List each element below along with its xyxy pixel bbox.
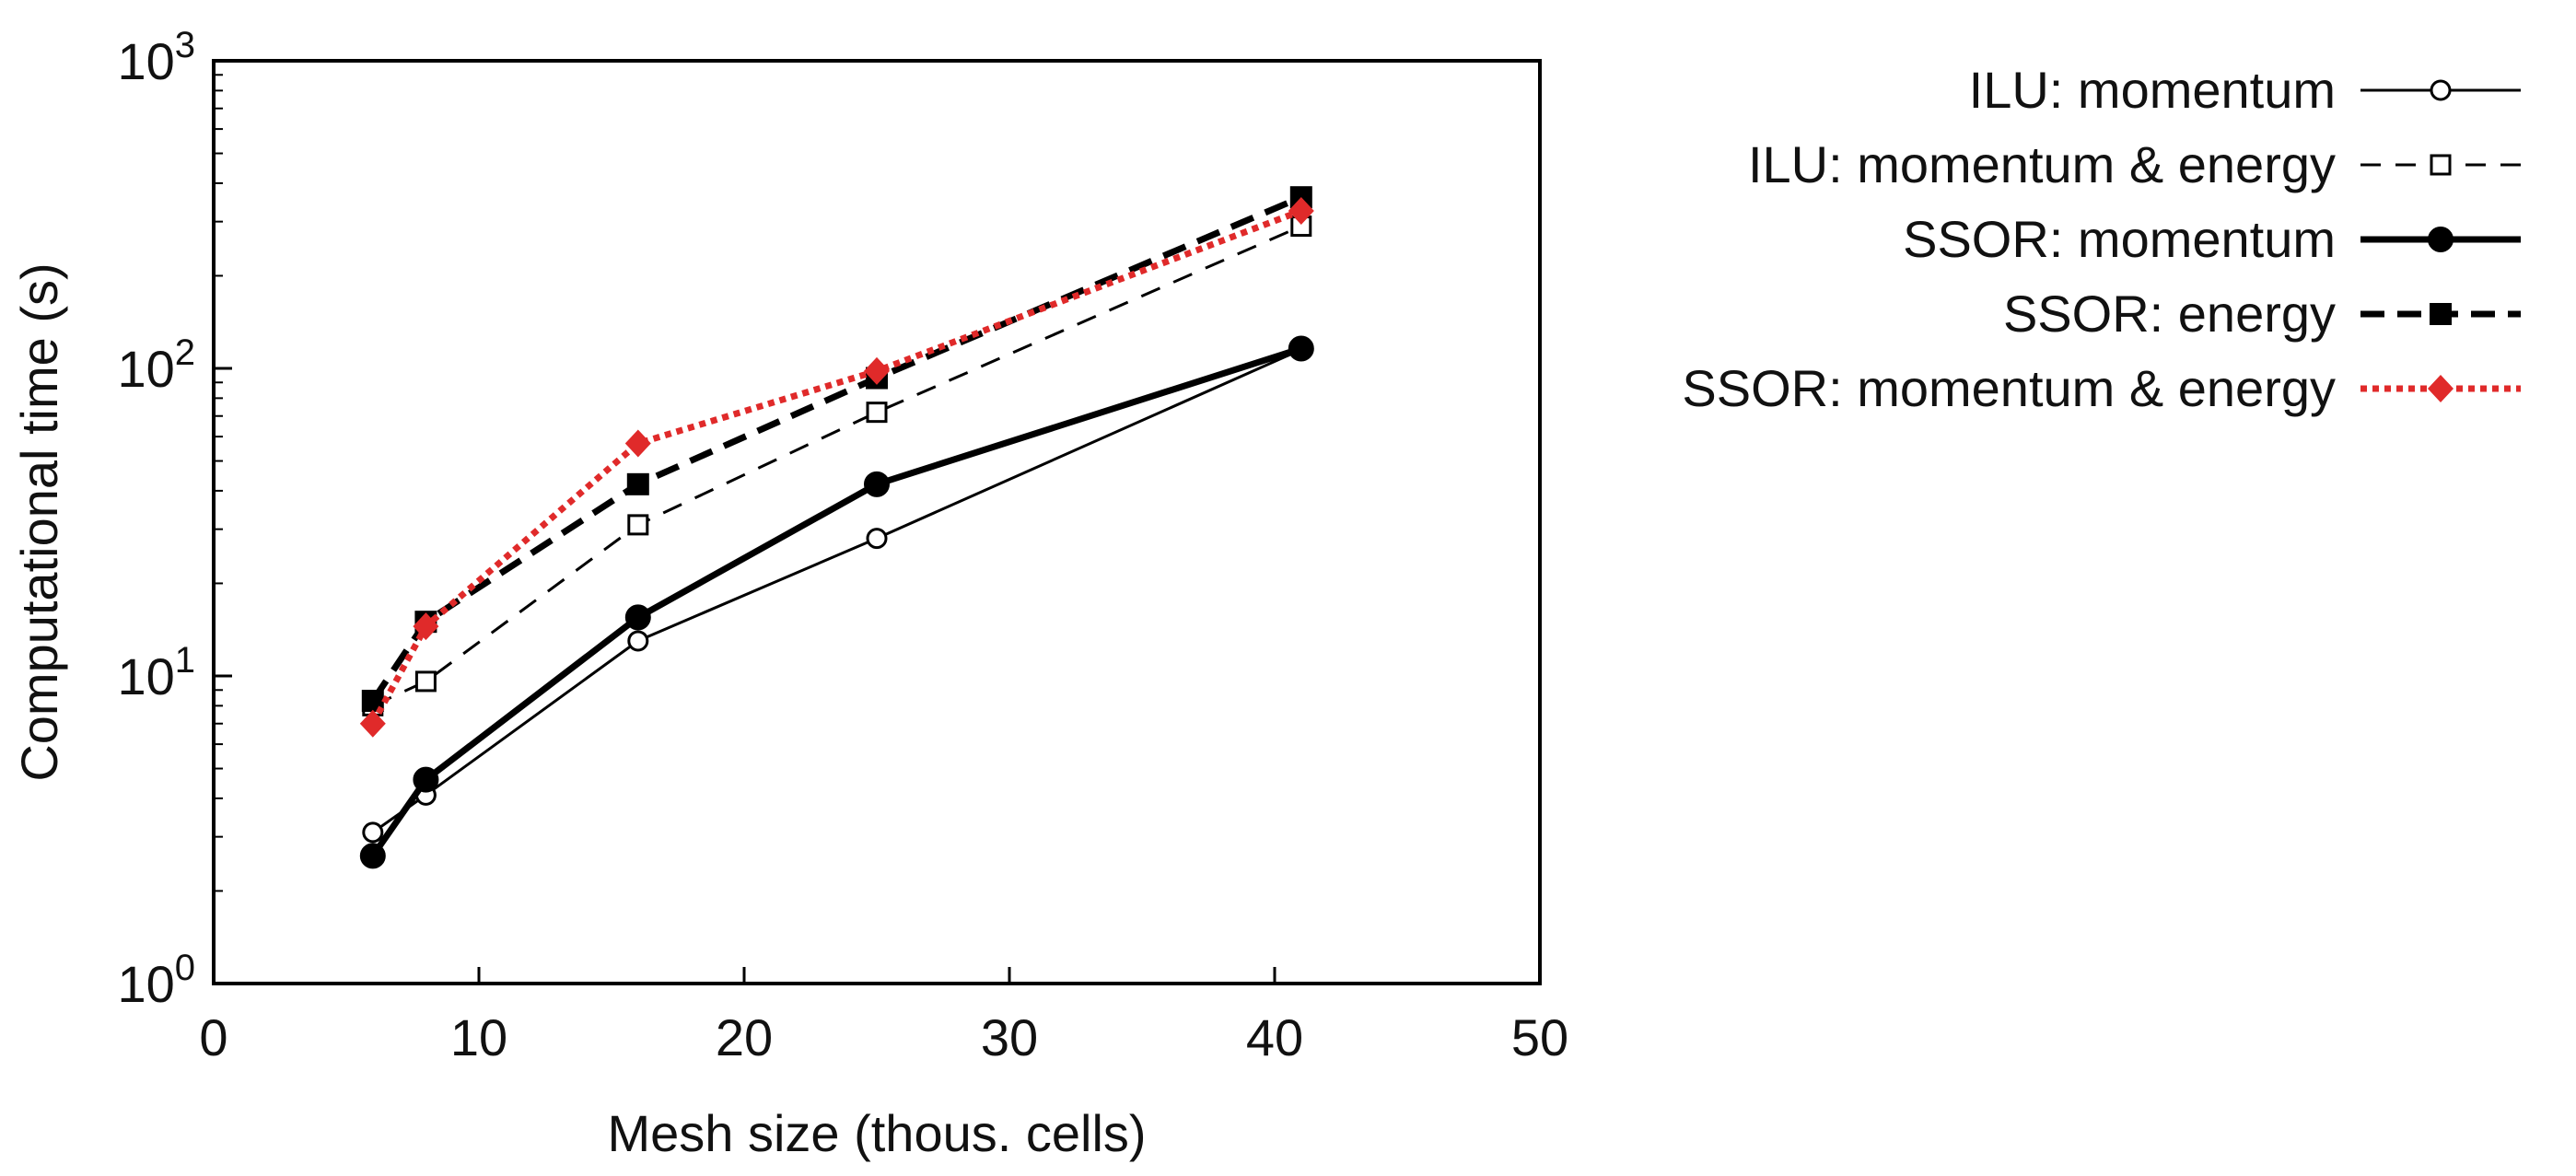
data-point (627, 630, 649, 652)
legend-item: SSOR: energy (2003, 285, 2521, 343)
y-tick-label: 100 (117, 948, 195, 1013)
data-point (2430, 303, 2452, 325)
data-point (362, 821, 384, 844)
legend-label: ILU: momentum (1969, 61, 2336, 119)
series-line (369, 193, 1303, 703)
series-line (371, 348, 1302, 834)
legend-label: ILU: momentum & energy (1748, 135, 2336, 193)
data-point (626, 472, 649, 495)
data-point (413, 612, 439, 641)
plot-area (212, 59, 1542, 985)
y-axis: 100 101 102 103 (117, 25, 232, 1013)
data-point (359, 843, 386, 869)
series-line (369, 207, 1303, 726)
data-point (864, 356, 890, 385)
legend-label: SSOR: momentum & energy (1682, 359, 2336, 417)
data-point (866, 528, 888, 550)
data-point (627, 514, 649, 536)
x-axis: 0 10 20 30 40 50 (199, 967, 1568, 1066)
series (361, 186, 1312, 713)
series (362, 339, 1312, 844)
data-point (2430, 79, 2452, 101)
y-tick-label: 103 (117, 25, 195, 90)
x-tick-label: 20 (716, 1008, 773, 1066)
legend: ILU: momentum ILU: momentum & energy SSOR:… (1682, 61, 2521, 417)
x-tick-label: 10 (450, 1008, 507, 1066)
y-tick-label: 102 (117, 332, 195, 398)
data-point (414, 670, 437, 693)
data-point (1288, 197, 1314, 226)
legend-item: ILU: momentum & energy (1748, 135, 2521, 193)
legend-label: SSOR: momentum (1903, 210, 2336, 268)
data-point (624, 604, 651, 631)
series (362, 215, 1312, 716)
x-tick-label: 40 (1246, 1008, 1303, 1066)
y-axis-label: Computational time (s) (10, 262, 68, 781)
series-line (369, 345, 1302, 858)
legend-label: SSOR: energy (2003, 285, 2336, 343)
y-tick-label: 101 (117, 640, 195, 705)
data-point (866, 402, 888, 424)
data-point (2430, 154, 2452, 176)
data-point (413, 766, 439, 793)
data-point (624, 429, 651, 458)
x-tick-label: 0 (199, 1008, 227, 1066)
data-point (1288, 335, 1314, 362)
series (359, 335, 1314, 869)
data-point (864, 471, 890, 497)
series (359, 197, 1314, 738)
legend-item: SSOR: momentum (1903, 210, 2521, 268)
legend-item: SSOR: momentum & energy (1682, 359, 2521, 417)
x-tick-label: 50 (1511, 1008, 1568, 1066)
series-line (372, 225, 1302, 707)
series-layer (359, 186, 1314, 869)
data-point (2428, 375, 2454, 402)
legend-item: ILU: momentum (1969, 61, 2521, 119)
data-point (2428, 227, 2454, 252)
x-tick-label: 30 (981, 1008, 1038, 1066)
data-point (359, 709, 386, 738)
x-axis-label: Mesh size (thous. cells) (607, 1104, 1146, 1162)
